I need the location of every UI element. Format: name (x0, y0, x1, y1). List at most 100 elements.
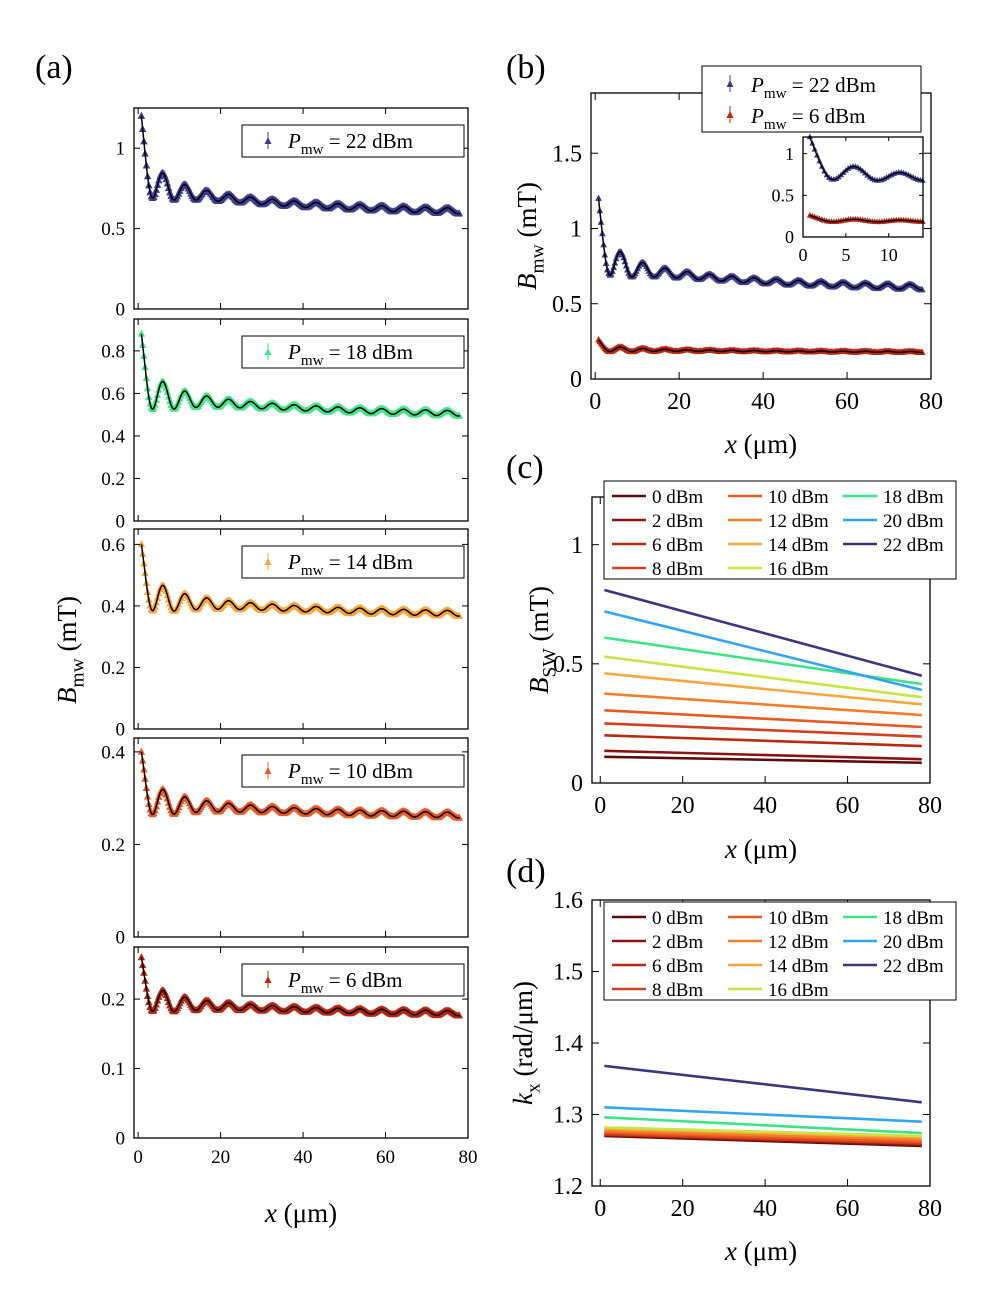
panel-d-xtick-label: 60 (836, 1196, 860, 1222)
panel-a2-ytick-label: 0.8 (101, 341, 125, 362)
panel-b-inset-ytick-label: 0 (785, 227, 794, 247)
panel-b-legend-text-1: Pmw = 6 dBm (750, 104, 865, 133)
panel-b-ylabel-suffix: (mT) (512, 182, 542, 244)
panel-c-xlabel: x (μm) (724, 834, 797, 864)
panel-a3-legend-marker (264, 558, 272, 565)
panel-b-series-1-fit-line (598, 339, 923, 354)
panel-a5-xtick-label: 60 (376, 1147, 395, 1168)
panel-a-ylabel: Bmw (mT) (52, 596, 89, 704)
panel-c-line-8-dBm (604, 722, 922, 738)
panel-b-inset-ytick-label: 0.5 (772, 185, 795, 205)
panel-a2-legend-marker (264, 348, 272, 355)
panel-b: 0 0.5 1 1.5 0 20 40 60 80 x (μm) Bmw (mT) Pmw = 22 … (512, 65, 943, 459)
panel-a5-xtick-label: 40 (294, 1147, 313, 1168)
panel-b-legend-1-marker (726, 111, 734, 118)
panel-c-ylabel-sub: SW (540, 648, 561, 678)
panel-c-legend-label-4: 10 dBm (768, 487, 829, 508)
panel-c-ytick-label: 1 (571, 533, 583, 559)
panel-label-a: (a) (35, 49, 73, 86)
panel-c-line-14-dBm (604, 672, 922, 706)
panel-c-ylabel-suffix: (mT) (524, 586, 554, 648)
panel-b-ylabel: Bmw (mT) (512, 182, 549, 290)
panel-d-legend-label-9: 20 dBm (883, 932, 944, 953)
panel-b-legend-box (701, 65, 922, 133)
panel-d-ylabel-main: k (508, 1092, 538, 1105)
panel-d-xtick-label: 40 (753, 1196, 777, 1222)
panel-c-legend-box (603, 480, 957, 580)
panel-a5-legend-box (241, 963, 465, 997)
panel-c-legend-label-10: 22 dBm (883, 535, 944, 556)
panel-d-line-10-dBm (604, 1131, 922, 1143)
panel-a4-legend-text-suffix: = 10 dBm (324, 759, 413, 783)
panel-d: 1.21.31.41.51.60 20 40 60 80x (μm)kx (rad/μm… (508, 888, 957, 1266)
panel-b-inset-frame (802, 136, 924, 238)
panel-a1-frame (133, 107, 469, 310)
panel-a4-fit-line (140, 751, 460, 819)
panel-c-legend-label-0: 0 dBm (652, 487, 703, 508)
panel-c-legend-label-3: 8 dBm (652, 559, 703, 580)
panel-a3-ytick-label: 0.6 (101, 535, 125, 556)
panel-a1-legend-marker (264, 137, 272, 144)
panel-c-legend-label-2: 6 dBm (652, 535, 703, 556)
panel-c-legend-label-8: 18 dBm (883, 487, 944, 508)
panel-label-b: (b) (506, 49, 546, 86)
panel-a5-frame (133, 946, 469, 1139)
panel-a3-frame (133, 528, 469, 730)
panel-a-xlabel-var: x (264, 1198, 277, 1228)
panel-b-legend-text-0: Pmw = 22 dBm (750, 73, 876, 102)
panel-d-legend-label-7: 16 dBm (768, 980, 829, 1001)
panel-b-inset: 00.510 5 10 (772, 133, 926, 265)
panel-a4-legend-text-sub: mw (301, 772, 324, 788)
panel-a1-legend-text-suffix: = 22 dBm (324, 129, 413, 153)
panel-b-xtick-label: 60 (835, 389, 859, 415)
panel-d-line-22-dBm (604, 1064, 922, 1104)
panel-b-xtick-label: 80 (919, 389, 943, 415)
panel-c-line-0-dBm (604, 755, 922, 765)
panel-c: 0 0.5 1 0 20 40 60 80 x (μm) BSW (mT) 0 dBm 2 dBm 6 … (524, 480, 957, 864)
panel-a3-ytick-label: 0.4 (101, 596, 125, 617)
panel-c-line-2-dBm (604, 749, 922, 761)
panel-b-xtick-label: 0 (589, 389, 601, 415)
panel-d-ytick-label: 1.6 (553, 888, 583, 914)
panel-c-line-10-dBm (604, 709, 922, 729)
panel-b-ylabel-sub: mw (528, 244, 549, 273)
panel-b-ytick-label: 0.5 (552, 292, 582, 318)
panel-a1-ytick-label: 1 (116, 139, 126, 160)
panel-a2-legend-box (241, 335, 465, 369)
panel-c-xtick-label: 20 (671, 793, 695, 819)
panel-c-xlabel-var: x (724, 834, 737, 864)
panel-a2-ytick-label: 0.4 (101, 426, 125, 447)
panel-b-xtick-label: 40 (751, 389, 775, 415)
panel-c-legend-label-5: 12 dBm (768, 511, 829, 532)
panel-d-legend-label-8: 18 dBm (883, 908, 944, 929)
panel-a4-ytick-label: 0 (116, 927, 126, 948)
panel-a-ylabel-suffix: (mT) (52, 596, 82, 658)
panel-d-legend-label-2: 6 dBm (652, 956, 703, 977)
panel-b-legend-text-0-suffix: = 22 dBm (787, 73, 876, 97)
panel-b-legend-text-1-suffix: = 6 dBm (787, 104, 866, 128)
panel-d-line-12-dBm (604, 1129, 922, 1141)
panel-b-xlabel-var: x (724, 429, 737, 459)
panel-c-legend-label-6: 14 dBm (768, 535, 829, 556)
panel-b-legend-0-marker (726, 80, 734, 87)
panel-a1-legend-box (241, 124, 465, 158)
panel-a4-legend-text: Pmw = 10 dBm (287, 759, 413, 788)
panel-b-inset-xtick-label: 0 (799, 245, 808, 265)
panel-c-xtick-label: 60 (836, 793, 860, 819)
panel-a2: 0 0.2 0.4 0.6 0.8 Pmw = 18 dBm (101, 318, 469, 532)
panel-c-line-6-dBm (604, 734, 922, 748)
panel-c-ylabel-main: B (524, 677, 554, 694)
panel-a1-legend-text: Pmw = 22 dBm (287, 129, 413, 158)
panel-c-legend-label-1: 2 dBm (652, 511, 703, 532)
panel-a4-legend-marker (264, 767, 272, 774)
panel-d-line-8-dBm (604, 1132, 922, 1145)
panel-a5-xtick-label: 0 (133, 1147, 143, 1168)
charts-layer: 0 0.5 1 Pmw = 22 dBm 0 0.2 0.4 0.6 0.8 Pmw = 18 d… (52, 65, 957, 1266)
panel-d-legend-label-1: 2 dBm (652, 932, 703, 953)
panel-a1: 0 0.5 1 Pmw = 22 dBm (101, 107, 469, 320)
panel-d-ylabel: kx (rad/μm) (508, 981, 545, 1105)
panel-c-xtick-label: 80 (918, 793, 942, 819)
panel-d-legend-label-0: 0 dBm (652, 908, 703, 929)
panel-c-legend-label-9: 20 dBm (883, 511, 944, 532)
panel-b-xlabel: x (μm) (724, 429, 797, 459)
